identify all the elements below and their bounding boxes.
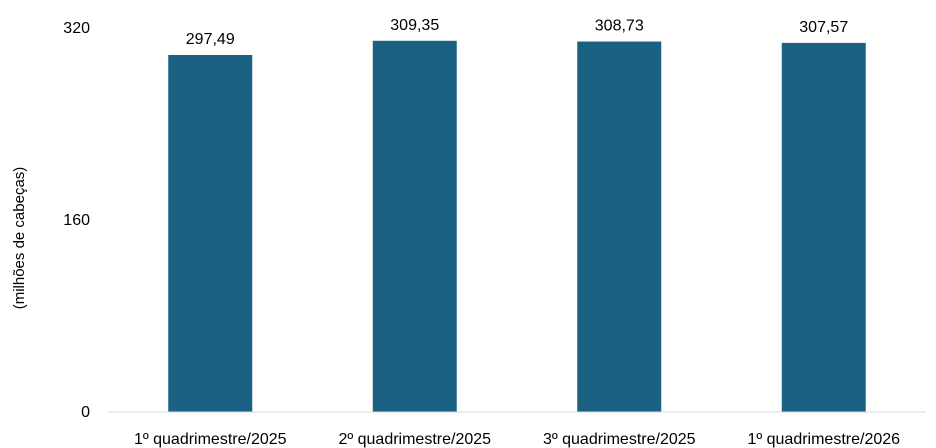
bar-value-label: 308,73: [595, 18, 644, 35]
x-category-label: 3º quadrimestre/2025: [543, 431, 696, 448]
bar: [372, 40, 457, 412]
bar-value-label: 297,49: [186, 31, 235, 48]
bars: [168, 40, 866, 413]
data-labels: 297,49 309,35 308,73 307,57: [186, 17, 849, 48]
y-axis-ticks: 0 160 320: [63, 20, 90, 421]
x-category-label: 2º quadrimestre/2025: [338, 431, 491, 448]
y-tick-label: 0: [81, 404, 90, 421]
bar: [781, 42, 866, 412]
bar-value-label: 309,35: [390, 17, 439, 34]
y-tick-label: 160: [63, 212, 90, 229]
y-axis-title: (milhões de cabeças): [11, 167, 28, 310]
x-category-label: 1º quadrimestre/2025: [134, 431, 287, 448]
y-tick-label: 320: [63, 20, 90, 37]
x-category-label: 1º quadrimestre/2026: [747, 431, 900, 448]
bar-value-label: 307,57: [799, 19, 848, 36]
category-labels: 1º quadrimestre/2025 2º quadrimestre/2025…: [134, 431, 900, 448]
bar: [577, 41, 662, 413]
bar: [168, 55, 253, 413]
